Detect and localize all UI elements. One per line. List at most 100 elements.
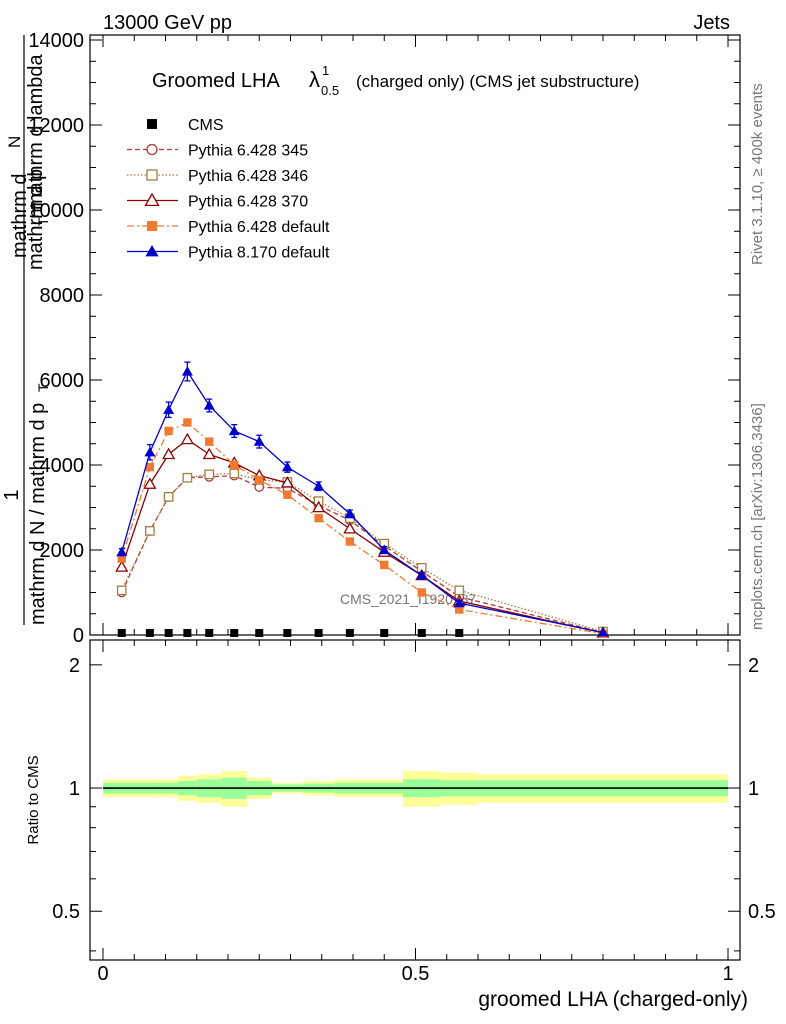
series-line: [121, 370, 604, 634]
data-point: [164, 426, 173, 436]
data-point: [283, 490, 292, 499]
series-0: [117, 629, 464, 637]
data-point: [202, 447, 216, 460]
main-axis-ticks: [90, 35, 740, 960]
x-tick-label: 1: [722, 963, 733, 985]
legend-label: Pythia 6.428 default: [188, 219, 330, 236]
data-point: [145, 526, 155, 536]
data-point: [453, 597, 465, 608]
ylabel-num-a: mathrm d: [9, 174, 31, 258]
series-layer: [115, 361, 610, 638]
data-point: [144, 446, 156, 457]
y-tick-label: 14000: [28, 30, 84, 52]
legend-marker: [146, 169, 158, 181]
ratio-y-tick-labels: 0.5 0.5 1 1 2 2: [52, 655, 776, 923]
legend-entry: Pythia 6.428 345: [127, 143, 308, 160]
data-point: [345, 537, 355, 546]
title-rest: (charged only) (CMS jet substructure): [356, 72, 639, 91]
series-5: [116, 361, 609, 637]
x-axis-label: groomed LHA (charged-only): [478, 988, 748, 1011]
data-point: [454, 585, 465, 596]
title-sup: 1: [322, 63, 329, 78]
mcplots-label: mcplots.cern.ch [arXiv:1306.3436]: [749, 403, 766, 630]
data-point: [230, 460, 239, 470]
data-point: [181, 366, 193, 376]
ratio-plot-frame: [89, 639, 741, 961]
data-point: [183, 418, 192, 427]
data-point: [281, 461, 293, 472]
data-point: [345, 629, 354, 637]
ylabel-num-top: 1: [1, 489, 23, 500]
ratio-bands: [103, 771, 728, 807]
ratio-y-tick-label: 1: [69, 778, 80, 800]
legend-label: Pythia 6.428 345: [188, 143, 308, 160]
legend-entry: CMS: [147, 117, 224, 134]
legend: CMS Pythia 6.428 345 Pythia 6.428 346 Pythi…: [127, 117, 330, 262]
data-point: [163, 492, 174, 502]
legend-entry: Pythia 6.428 346: [127, 168, 308, 185]
data-point: [117, 629, 126, 637]
ratio-axis-ticks: [90, 664, 740, 952]
main-y-tick-labels: 0 2000 4000 6000 8000 10000 12000 14000: [28, 30, 84, 647]
series-1: [116, 470, 608, 638]
data-point: [314, 629, 323, 637]
data-point: [344, 508, 356, 518]
data-point: [417, 588, 426, 597]
data-point: [455, 605, 464, 614]
legend-label: CMS: [188, 117, 224, 134]
legend-marker: [146, 143, 158, 156]
data-point: [255, 629, 264, 637]
legend-marker: [144, 192, 160, 207]
y-tick-label: 12000: [28, 115, 84, 137]
data-point: [203, 400, 215, 410]
plot-title: Groomed LHA λ 1 0.5 (charged only) (CMS …: [152, 63, 639, 98]
data-point: [597, 626, 609, 637]
legend-marker: [147, 119, 157, 129]
y-tick-label: 0: [73, 625, 84, 647]
data-point: [162, 447, 176, 460]
legend-entry: Pythia 8.170 default: [127, 245, 330, 262]
data-point: [116, 585, 127, 596]
data-point: [205, 437, 214, 446]
series-line: [121, 474, 604, 634]
ratio-y-tick-label-right: 1: [748, 778, 759, 800]
data-point: [145, 629, 154, 637]
ylabel-den: mathrm d N / mathrm d p: [27, 403, 49, 625]
data-point: [343, 521, 357, 534]
data-point: [314, 513, 323, 523]
data-point: [253, 436, 265, 446]
data-point: [283, 629, 292, 637]
data-point: [229, 468, 240, 479]
x-tick-labels: 0 0.5 1: [97, 963, 733, 985]
legend-marker: [147, 221, 157, 231]
header-left: 13000 GeV pp: [103, 12, 232, 34]
ylabel-den-rest: mathrm d p: [25, 169, 47, 270]
rivet-label: Rivet 3.1.10, ≥ 400k events: [749, 83, 766, 265]
data-point: [313, 480, 325, 491]
y-tick-label: 4000: [40, 455, 85, 477]
title-symbol: λ: [309, 67, 320, 92]
series-2: [116, 468, 608, 637]
data-point: [230, 629, 239, 637]
y-tick-label: 6000: [40, 370, 85, 392]
data-point: [116, 546, 128, 557]
data-point: [378, 544, 390, 555]
title-sub: 0.5: [321, 83, 339, 98]
data-point: [205, 629, 214, 637]
ylabel-den-sub: T: [35, 383, 51, 392]
data-point: [416, 570, 428, 580]
data-point: [455, 629, 464, 637]
legend-label: Pythia 8.170 default: [188, 245, 330, 262]
x-tick-label: 0: [97, 963, 108, 985]
data-point: [380, 629, 389, 637]
legend-entry: Pythia 6.428 370: [127, 192, 308, 211]
data-point: [312, 500, 326, 513]
data-point: [115, 560, 129, 572]
y-tick-label: 10000: [28, 200, 84, 222]
data-point: [163, 404, 175, 414]
data-point: [183, 629, 192, 637]
x-tick-label: 0.5: [402, 963, 430, 985]
series-line: [121, 472, 604, 633]
data-point: [117, 554, 126, 563]
